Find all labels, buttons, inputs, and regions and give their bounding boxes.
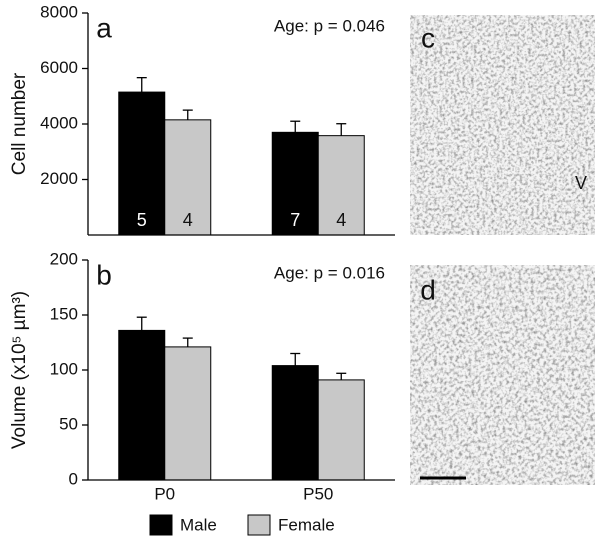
bar [317,135,365,236]
y-axis-label: Volume (x10⁵ µm³) [9,291,30,449]
annotation: Age: p = 0.016 [274,263,385,282]
bar [164,346,212,481]
panel-label: d [420,274,436,305]
y-tick-label: 200 [50,249,78,268]
y-axis-label: Cell number [9,72,30,175]
sample-size: 4 [183,210,193,230]
bar [164,119,212,236]
y-tick-label: 6000 [40,58,78,77]
bar [317,379,365,481]
legend-swatch [247,514,271,536]
sample-size: 7 [290,210,300,230]
y-tick-label: 4000 [40,113,78,132]
y-tick-label: 50 [59,414,78,433]
micrograph-c: c V [410,15,595,235]
x-tick-label: P0 [154,484,175,503]
panel-label: a [96,12,112,43]
annotation: Age: p = 0.046 [274,16,385,35]
legend-label: Female [278,515,335,534]
panel-label: c [421,22,435,53]
y-tick-label: 2000 [40,169,78,188]
bar [118,329,166,481]
image-annotation: V [575,173,587,193]
x-tick-label: P50 [303,484,333,503]
legend-swatch [149,514,173,536]
micrograph-d: d [410,265,595,485]
sample-size: 4 [336,210,346,230]
panel-label: b [96,259,112,290]
y-tick-label: 0 [69,469,78,488]
y-tick-label: 8000 [40,2,78,21]
sample-size: 5 [137,210,147,230]
bar [271,365,319,481]
y-tick-label: 100 [50,359,78,378]
y-tick-label: 150 [50,304,78,323]
bar [271,131,319,236]
legend-label: Male [180,515,217,534]
